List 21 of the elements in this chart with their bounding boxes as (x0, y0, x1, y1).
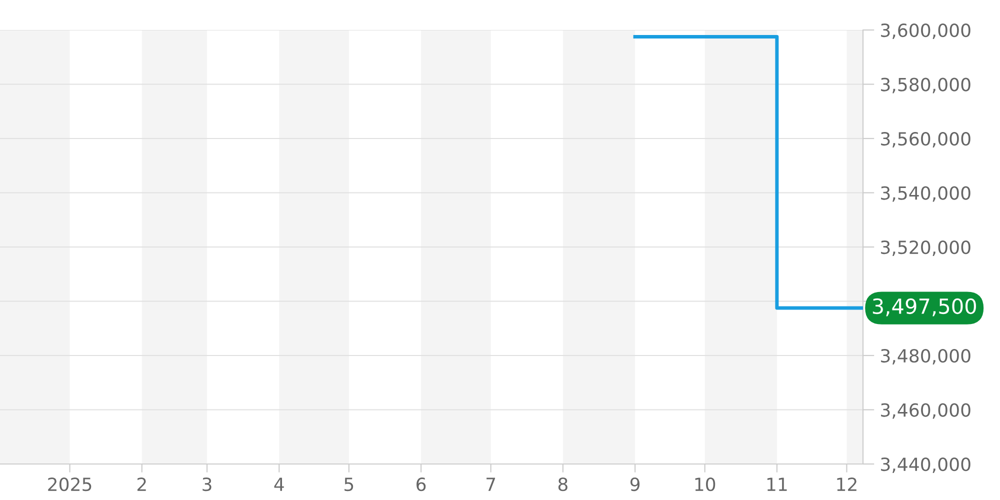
x-tick-label: 6 (416, 478, 426, 492)
y-tick-label: 3,560,000 (881, 132, 970, 148)
y-tick-label: 3,600,000 (881, 23, 970, 39)
y-tick-label: 3,580,000 (881, 78, 970, 94)
y-tick-label: 3,540,000 (881, 186, 970, 202)
x-tick-label: 9 (630, 478, 640, 492)
annotation: 3,497,500 (872, 298, 976, 316)
y-tick-label: 3,460,000 (881, 403, 970, 419)
x-tick-label: 4 (274, 478, 284, 491)
x-tick-label: 2 (137, 478, 146, 491)
x-tick-label: 12 (837, 478, 856, 491)
y-tick-label: 3,520,000 (881, 240, 970, 256)
y-tick-label: 3,440,000 (881, 457, 970, 473)
x-tick-label: 3 (202, 478, 212, 492)
x-tick-label: 5 (344, 478, 354, 492)
x-tick-label: 7 (486, 478, 496, 491)
x-tick-label: 10 (695, 478, 716, 492)
y-tick-label: 3,480,000 (881, 348, 970, 364)
x-tick-label: 2025 (48, 478, 92, 492)
x-tick-label: 8 (558, 478, 568, 492)
x-tick-label: 11 (767, 478, 787, 491)
